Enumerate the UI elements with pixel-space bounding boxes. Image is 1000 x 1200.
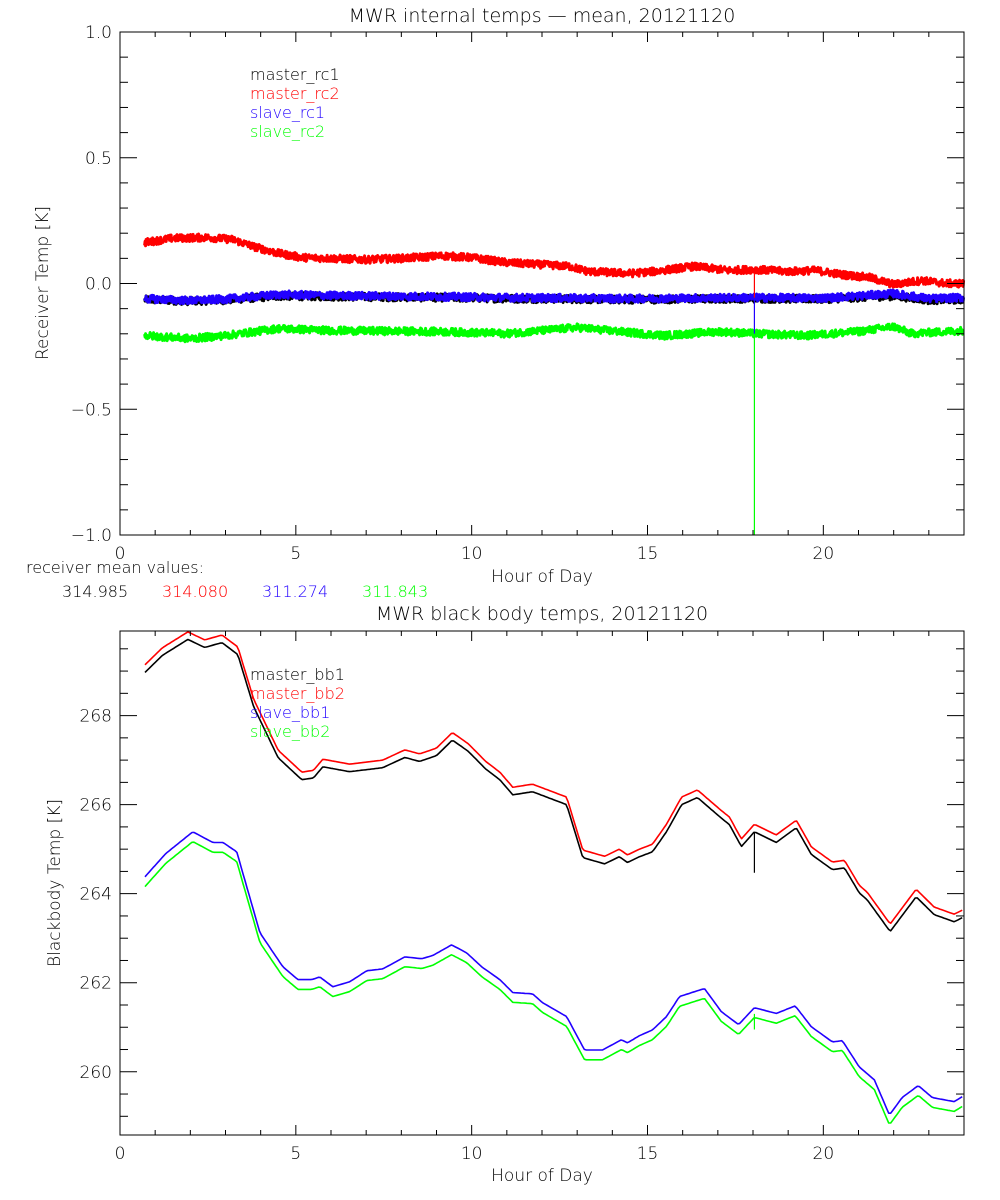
y-tick-label: 266 [80, 796, 112, 816]
legend-entry-master-bb1: master_bb1 [250, 665, 345, 684]
series-layer [143, 232, 966, 535]
x-axis-label: Hour of Day [491, 567, 593, 587]
legend-entry-slave-bb2: slave_bb2 [250, 722, 330, 741]
x-axis-label: Hour of Day [491, 1166, 593, 1186]
receiver-temps-chart: MWR internal temps — mean, 20121120 0 5 10… [33, 5, 966, 587]
x-tick-label: 5 [290, 544, 301, 564]
x-tick-label: 15 [637, 544, 659, 564]
chart-title: MWR black body temps, 20121120 [376, 603, 708, 625]
legend: master_bb1 master_bb2 slave_bb1 slave_bb… [250, 665, 345, 741]
x-tick-label: 20 [813, 1144, 835, 1164]
receiver-mean-value: 314.080 [162, 582, 228, 601]
y-tick-label: 260 [80, 1063, 112, 1083]
legend-entry-master-bb2: master_bb2 [250, 684, 345, 703]
series-line-master-bb2 [144, 631, 963, 925]
receiver-mean-value: 311.843 [362, 582, 428, 601]
y-tick-label: 264 [80, 885, 112, 905]
x-tick-label: 10 [461, 544, 483, 564]
legend-entry-slave-bb1: slave_bb1 [250, 703, 330, 722]
y-axis-label: Blackbody Temp [K] [45, 799, 65, 967]
y-tick-label: 0.0 [85, 275, 112, 295]
receiver-mean-values: receiver mean values: 314.985 314.080 31… [26, 558, 428, 601]
legend: master_rc1 master_rc2 slave_rc1 slave_rc… [250, 65, 340, 141]
x-tick-label: 15 [637, 1144, 659, 1164]
x-tick-label: 0 [115, 544, 126, 564]
y-tick-label: 1.0 [85, 23, 112, 43]
y-axis-label: Receiver Temp [K] [33, 206, 53, 360]
series-line-slave-bb2 [144, 841, 963, 1124]
x-tick-label: 0 [115, 1144, 126, 1164]
y-tick-label: 262 [80, 974, 112, 994]
receiver-mean-value: 314.985 [62, 582, 128, 601]
plot-frame [119, 31, 965, 536]
y-tick-label: −0.5 [71, 400, 112, 420]
series-line-master-bb1 [144, 638, 963, 932]
x-tick-label: 10 [461, 1144, 483, 1164]
plot-frame [119, 630, 965, 1136]
y-tick-label: 268 [80, 707, 112, 727]
series-line-master-rc2 [143, 232, 966, 289]
x-tick-label: 20 [813, 544, 835, 564]
series-line-slave-rc2 [143, 322, 965, 344]
legend-entry-slave-rc2: slave_rc2 [250, 122, 325, 141]
tick-layer: 0 5 10 15 20 260 262 264 266 268 [80, 631, 965, 1164]
blackbody-temps-chart: MWR black body temps, 20121120 0 5 10 15 20 2… [45, 603, 965, 1186]
legend-entry-master-rc2: master_rc2 [250, 84, 340, 103]
receiver-mean-label: receiver mean values: [26, 558, 204, 577]
receiver-mean-value: 311.274 [262, 582, 328, 601]
series-line-slave-rc1 [143, 288, 966, 306]
chart-title: MWR internal temps — mean, 20121120 [349, 5, 736, 27]
x-tick-label: 5 [290, 1144, 301, 1164]
y-tick-label: −1.0 [71, 526, 112, 546]
tick-layer: 0 5 10 15 20 −1.0 −0.5 0.0 0.5 1.0 [71, 23, 965, 564]
legend-entry-slave-rc1: slave_rc1 [250, 103, 325, 122]
legend-entry-master-rc1: master_rc1 [250, 65, 340, 84]
series-layer [144, 631, 963, 1124]
y-tick-label: 0.5 [85, 149, 112, 169]
series-line-slave-bb1 [144, 831, 963, 1114]
